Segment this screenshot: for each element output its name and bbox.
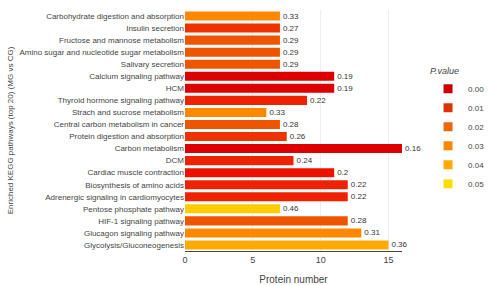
svg-text:0.22: 0.22 [310, 96, 326, 105]
svg-text:0.27: 0.27 [283, 24, 299, 33]
svg-text:Cardiac muscle contraction: Cardiac muscle contraction [88, 168, 184, 177]
svg-text:Protein number: Protein number [259, 274, 328, 285]
svg-text:5: 5 [250, 255, 255, 265]
svg-text:DCM: DCM [166, 156, 185, 165]
svg-text:0.24: 0.24 [297, 156, 313, 165]
svg-text:Pentose phosphate pathway: Pentose phosphate pathway [83, 205, 184, 214]
svg-text:0.03: 0.03 [468, 142, 484, 151]
svg-text:0.33: 0.33 [269, 108, 285, 117]
svg-text:0.29: 0.29 [283, 60, 299, 69]
svg-text:0.01: 0.01 [468, 104, 484, 113]
svg-text:Protein digestion and absorpti: Protein digestion and absorption [69, 132, 184, 141]
svg-text:15: 15 [383, 255, 393, 265]
svg-text:HIF-1 signaling pathway: HIF-1 signaling pathway [98, 217, 184, 226]
svg-text:Insulin secretion: Insulin secretion [126, 24, 184, 33]
svg-text:0.28: 0.28 [283, 120, 299, 129]
svg-text:P.value: P.value [430, 66, 459, 76]
svg-text:Calcium signaling pathway: Calcium signaling pathway [89, 72, 184, 81]
svg-text:Carbohydrate digestion and abs: Carbohydrate digestion and absorption [46, 12, 184, 21]
svg-text:10: 10 [316, 255, 326, 265]
svg-text:0.29: 0.29 [283, 48, 299, 57]
svg-text:Adrenergic signaling in cardio: Adrenergic signaling in cardiomyocytes [45, 193, 184, 202]
svg-text:0.00: 0.00 [468, 85, 484, 94]
svg-text:0.16: 0.16 [405, 144, 421, 153]
svg-text:0: 0 [182, 255, 187, 265]
svg-text:Salivary secretion: Salivary secretion [121, 60, 184, 69]
svg-text:0.02: 0.02 [468, 123, 484, 132]
svg-text:Biosynthesis of amino acids: Biosynthesis of amino acids [85, 181, 184, 190]
svg-text:0.04: 0.04 [468, 161, 484, 170]
svg-text:Glucagon signaling pathway: Glucagon signaling pathway [84, 229, 184, 238]
svg-text:Amino sugar and nucleotide sug: Amino sugar and nucleotide sugar metabol… [19, 48, 184, 57]
svg-text:0.36: 0.36 [391, 240, 407, 249]
svg-text:0.46: 0.46 [283, 204, 299, 213]
svg-text:0.33: 0.33 [283, 12, 299, 21]
svg-text:0.05: 0.05 [468, 180, 484, 189]
svg-text:0.2: 0.2 [337, 168, 349, 177]
svg-text:0.19: 0.19 [337, 72, 353, 81]
svg-text:0.22: 0.22 [351, 192, 367, 201]
svg-text:Fructose and mannose metabolis: Fructose and mannose metabolism [59, 36, 184, 45]
svg-text:Thyroid hormone signaling path: Thyroid hormone signaling pathway [58, 96, 184, 105]
svg-text:Enriched KEGG pathways (top 20: Enriched KEGG pathways (top 20) (MG vs C… [6, 46, 15, 214]
svg-text:0.26: 0.26 [290, 132, 306, 141]
svg-text:Central carbon metabolism in c: Central carbon metabolism in cancer [54, 120, 185, 129]
svg-text:0.31: 0.31 [364, 228, 380, 237]
svg-text:Glycolysis/Gluconeogenesis: Glycolysis/Gluconeogenesis [84, 241, 184, 250]
svg-text:0.28: 0.28 [351, 216, 367, 225]
svg-text:0.29: 0.29 [283, 36, 299, 45]
svg-text:Carbon metabolism: Carbon metabolism [115, 144, 185, 153]
svg-text:0.19: 0.19 [337, 84, 353, 93]
svg-text:0.22: 0.22 [351, 180, 367, 189]
svg-text:Strach and sucrose metabolism: Strach and sucrose metabolism [72, 108, 184, 117]
svg-text:HCM: HCM [166, 84, 185, 93]
